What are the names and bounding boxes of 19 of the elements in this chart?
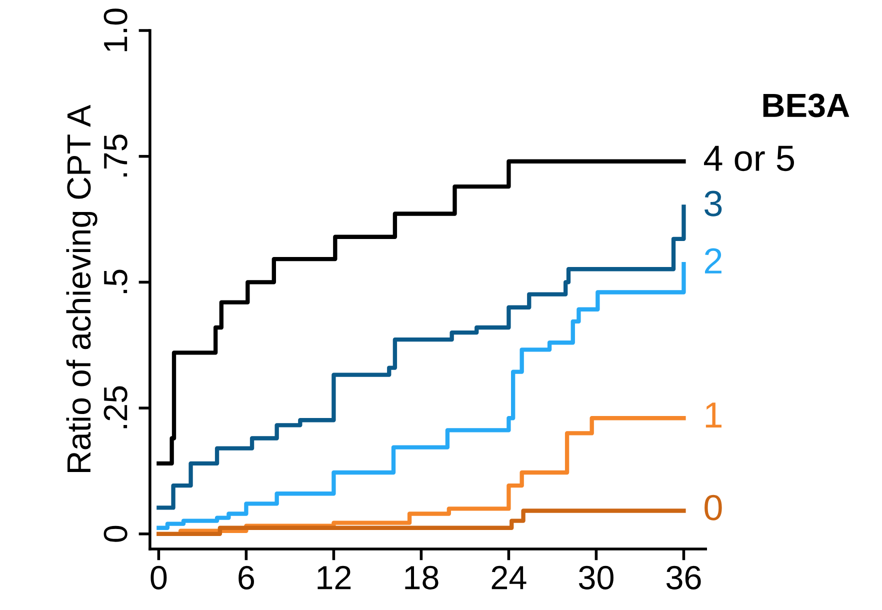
x-tick-label: 0 bbox=[150, 566, 167, 590]
series-label: 0 bbox=[704, 494, 722, 520]
series-label: 3 bbox=[704, 190, 722, 216]
x-tick-label: 12 bbox=[318, 566, 351, 590]
x-tick-label: 30 bbox=[578, 566, 614, 590]
x-tick-label: 24 bbox=[492, 566, 526, 590]
y-tick-label: .5 bbox=[104, 270, 128, 294]
x-tick-label: 18 bbox=[405, 566, 438, 590]
series-label: 1 bbox=[706, 402, 722, 428]
series-label: 4 or 5 bbox=[704, 146, 794, 172]
y-axis-title: Ratio of achieving CPT A bbox=[66, 104, 98, 472]
x-tick-label: 6 bbox=[238, 566, 254, 590]
y-tick-label: .25 bbox=[104, 386, 128, 428]
y-tick-label: .75 bbox=[104, 134, 128, 176]
y-tick-label: 0 bbox=[104, 526, 128, 542]
series-label: 2 bbox=[704, 248, 722, 274]
x-tick-label: 36 bbox=[666, 566, 701, 590]
y-tick-label: 1.0 bbox=[104, 8, 128, 52]
legend-title: BE3A bbox=[763, 94, 850, 118]
